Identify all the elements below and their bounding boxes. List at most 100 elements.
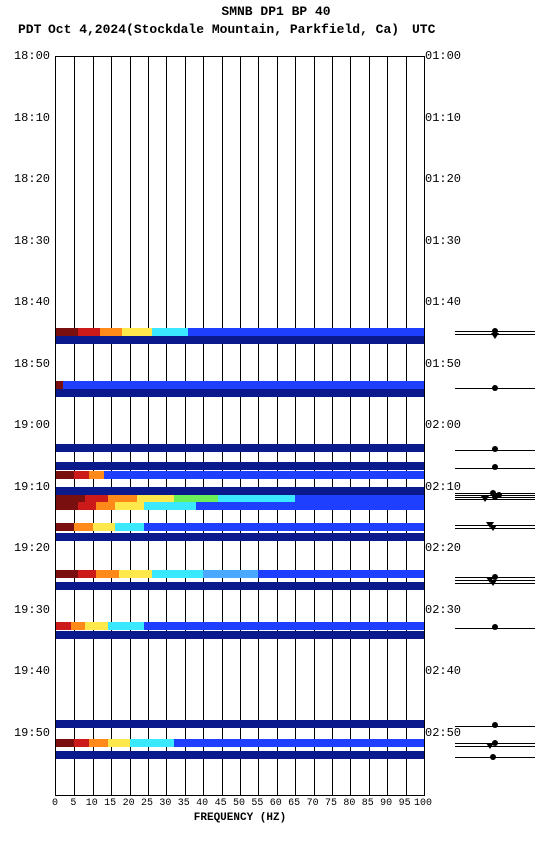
event-segment [93,523,115,531]
x-tick: 55 [251,798,263,809]
event-segment [56,381,63,389]
event-segment [56,462,424,470]
scatter-hline [455,746,535,747]
x-tick: 80 [343,798,355,809]
event-segment [71,622,86,630]
event-segment [108,622,145,630]
scatter-triangle [489,580,497,586]
event-segment [56,570,78,578]
event-segment [74,523,92,531]
scatter-triangle [491,333,499,339]
x-tick: 40 [196,798,208,809]
scatter-point [492,464,498,470]
event-segment [56,389,424,397]
event-segment [56,444,424,452]
event-strip [56,389,424,397]
event-strip [56,328,424,336]
x-tick: 20 [123,798,135,809]
event-segment [63,381,424,389]
event-strip [56,631,424,639]
event-segment [89,739,107,747]
event-strip [56,523,424,531]
event-segment [56,487,424,495]
event-strip [56,487,424,495]
scatter-triangle [489,525,497,531]
event-strip [56,444,424,452]
scatter-point [492,446,498,452]
event-segment [56,502,78,510]
scatter-triangle [481,496,489,502]
x-tick: 35 [178,798,190,809]
event-segment [152,328,189,336]
event-segment [78,328,100,336]
x-tick: 45 [215,798,227,809]
event-segment [56,739,74,747]
y-tick-left: 18:20 [0,172,50,186]
spectrogram-page: SMNB DP1 BP 40 PDT Oct 4,2024(Stockdale … [0,0,552,864]
event-segment [56,751,424,759]
x-tick: 0 [52,798,58,809]
event-segment [56,720,424,728]
event-strip [56,582,424,590]
event-strip [56,751,424,759]
subtitle-date-location: Oct 4,2024(Stockdale Mountain, Parkfield… [48,22,399,37]
y-tick-left: 19:40 [0,664,50,678]
y-tick-left: 18:00 [0,49,50,63]
event-segment [78,570,96,578]
x-tick: 70 [307,798,319,809]
subtitle-right-tz: UTC [412,22,435,37]
event-strip [56,720,424,728]
plot-title: SMNB DP1 BP 40 [0,4,552,19]
event-strip [56,381,424,389]
event-segment [174,739,424,747]
x-tick: 95 [399,798,411,809]
event-strip [56,570,424,578]
event-segment [115,523,144,531]
event-segment [144,523,424,531]
event-segment [100,328,122,336]
event-strip [56,622,424,630]
x-tick: 65 [288,798,300,809]
event-segment [115,502,144,510]
event-segment [144,622,424,630]
event-segment [96,502,114,510]
event-segment [78,502,96,510]
scatter-point [490,754,496,760]
plot-frame [55,56,425,796]
event-segment [144,502,196,510]
spectrogram-events [56,57,424,795]
event-segment [203,570,258,578]
side-scatter-panel [435,56,545,796]
event-segment [104,471,424,479]
event-segment [89,471,104,479]
event-segment [56,582,424,590]
subtitle-left-tz: PDT [18,22,41,37]
y-tick-left: 19:30 [0,603,50,617]
event-segment [56,523,74,531]
event-strip [56,462,424,470]
y-tick-left: 19:10 [0,480,50,494]
y-tick-left: 19:50 [0,726,50,740]
event-segment [130,739,174,747]
y-tick-left: 18:30 [0,234,50,248]
event-segment [56,471,74,479]
y-tick-left: 19:20 [0,541,50,555]
event-segment [56,533,424,541]
event-segment [119,570,152,578]
x-tick: 90 [380,798,392,809]
event-strip [56,336,424,344]
event-segment [74,739,89,747]
event-segment [56,336,424,344]
x-tick: 100 [414,798,432,809]
event-segment [56,631,424,639]
event-segment [96,570,118,578]
y-tick-left: 18:10 [0,111,50,125]
event-segment [74,471,89,479]
x-tick: 5 [70,798,76,809]
y-axis-left-pdt: 18:0018:1018:2018:3018:4018:5019:0019:10… [0,56,50,796]
scatter-point [492,722,498,728]
event-strip [56,471,424,479]
event-strip [56,533,424,541]
scatter-triangle [486,743,494,749]
event-segment [56,328,78,336]
